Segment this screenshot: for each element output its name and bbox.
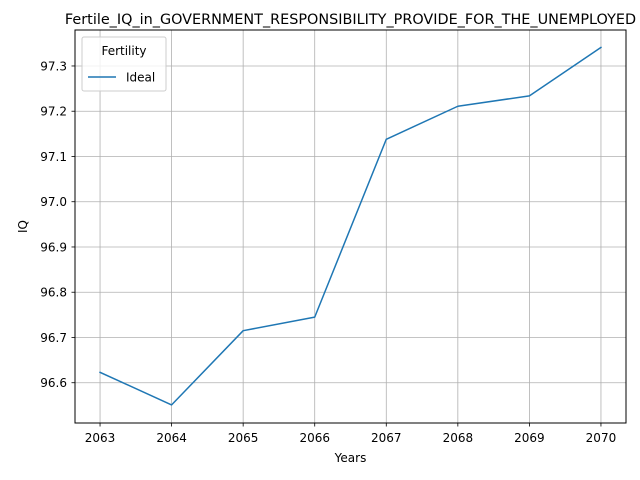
y-tick-label: 97.2 xyxy=(40,105,67,119)
x-tick-label: 2064 xyxy=(156,431,187,445)
y-axis-label: IQ xyxy=(16,220,30,233)
x-tick-label: 2068 xyxy=(443,431,474,445)
x-tick-label: 2065 xyxy=(228,431,259,445)
x-tick-label: 2066 xyxy=(299,431,330,445)
chart-title: Fertile_IQ_in_GOVERNMENT_RESPONSIBILITY_… xyxy=(65,12,636,28)
y-tick-label: 97.1 xyxy=(40,150,67,164)
x-axis-label: Years xyxy=(334,451,367,465)
legend-entry-label: Ideal xyxy=(126,71,155,85)
legend: Fertility Ideal xyxy=(81,36,167,92)
y-tick-label: 97.3 xyxy=(40,59,67,73)
series-line xyxy=(99,46,602,406)
legend-title: Fertility xyxy=(101,44,146,58)
y-tick-label: 96.6 xyxy=(40,376,67,390)
y-tick-label: 96.7 xyxy=(40,331,67,345)
x-tick-label: 2070 xyxy=(586,431,617,445)
y-tick-label: 96.8 xyxy=(40,286,67,300)
plot-area-frame xyxy=(74,29,627,424)
x-tick-label: 2069 xyxy=(514,431,545,445)
y-axis-ticks: 96.6 96.7 96.8 96.9 97.0 97.1 97.2 97.3 xyxy=(40,59,75,390)
x-axis-ticks: 2063 2064 2065 2066 2067 2068 2069 2070 xyxy=(85,423,616,445)
x-tick-label: 2067 xyxy=(371,431,402,445)
y-tick-label: 97.0 xyxy=(40,195,67,209)
grid-lines xyxy=(75,30,626,423)
y-tick-label: 96.9 xyxy=(40,240,67,254)
x-tick-label: 2063 xyxy=(85,431,116,445)
series-layer xyxy=(99,46,602,406)
